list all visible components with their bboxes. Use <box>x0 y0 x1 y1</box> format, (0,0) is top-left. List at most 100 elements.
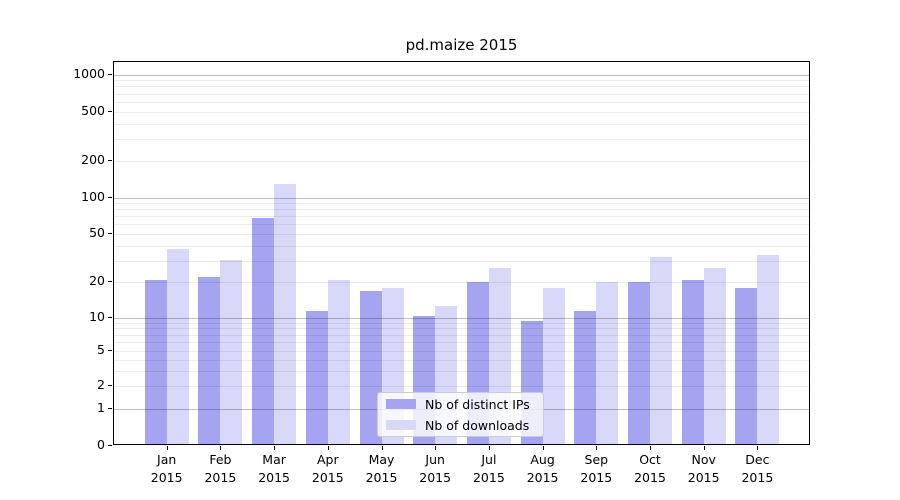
minor-gridline <box>114 80 809 82</box>
y-tick-label-500: 500 <box>81 102 105 118</box>
bar-downloads-dec <box>757 255 780 444</box>
minor-gridline <box>114 123 809 125</box>
minor-gridline <box>114 359 809 361</box>
legend-item-downloads: Nb of downloads <box>386 418 535 433</box>
y-tick-label-200: 200 <box>81 152 105 167</box>
x-tick-mark <box>166 446 168 450</box>
x-tick-mark <box>542 446 544 450</box>
y-tick-label-2: 2 <box>97 377 105 392</box>
minor-gridline <box>114 93 809 95</box>
y-tick-label-0: 0 <box>97 437 105 452</box>
y-tick-label-5: 5 <box>97 342 105 357</box>
y-tick-mark <box>108 280 112 282</box>
bar-ips-dec <box>735 288 758 444</box>
bar-ips-may <box>359 291 382 444</box>
minor-gridline <box>114 281 809 283</box>
bar-downloads-nov <box>703 268 726 444</box>
minor-gridline <box>114 328 809 330</box>
x-tick-mark <box>381 446 383 450</box>
minor-gridline <box>114 351 809 352</box>
y-tick-mark <box>108 385 112 386</box>
bar-downloads-jan <box>166 249 189 444</box>
plot-area <box>113 61 810 445</box>
y-tick-mark <box>108 408 112 409</box>
minor-gridline <box>114 322 809 324</box>
legend-label-distinct-ips: Nb of distinct IPs <box>425 396 530 412</box>
x-tick-label-dec: Dec 2015 <box>741 452 774 485</box>
y-tick-label-1000: 1000 <box>73 65 105 81</box>
minor-gridline <box>114 234 809 235</box>
bar-ips-oct <box>628 282 650 444</box>
x-tick-label-oct: Oct 2015 <box>634 452 666 485</box>
y-tick-label-50: 50 <box>89 225 105 240</box>
minor-gridline <box>114 370 809 372</box>
y-tick-label-1: 1 <box>97 400 105 415</box>
major-gridline-10 <box>114 317 809 319</box>
minor-gridline <box>114 342 809 344</box>
y-tick-mark <box>108 350 112 351</box>
y-tick-label-10: 10 <box>89 308 105 324</box>
bar-downloads-mar <box>274 183 297 444</box>
legend-swatch-downloads-icon <box>386 420 416 430</box>
x-tick-mark <box>327 446 329 450</box>
x-tick-mark <box>274 446 276 450</box>
x-tick-mark <box>757 446 759 450</box>
minor-gridline <box>114 111 809 113</box>
chart-title: pd.maize 2015 <box>405 36 518 54</box>
y-tick-label-20: 20 <box>89 272 105 288</box>
x-tick-label-feb: Feb 2015 <box>204 452 237 485</box>
x-tick-label-nov: Nov 2015 <box>687 452 720 485</box>
minor-gridline <box>114 224 809 226</box>
x-tick-mark <box>435 446 437 450</box>
legend-label-downloads: Nb of downloads <box>425 417 530 433</box>
minor-gridline <box>114 209 809 211</box>
x-tick-label-jan: Jan 2015 <box>150 452 183 485</box>
minor-gridline <box>114 216 809 218</box>
y-tick-mark <box>108 160 112 161</box>
x-tick-label-aug: Aug 2015 <box>526 452 559 485</box>
bar-ips-nov <box>681 279 704 444</box>
legend-swatch-distinct-ips-icon <box>386 399 416 409</box>
bar-downloads-sep <box>596 282 619 444</box>
x-tick-mark <box>703 446 705 450</box>
x-tick-label-mar: Mar 2015 <box>258 452 290 485</box>
minor-gridline <box>114 203 809 205</box>
bar-ips-mar <box>252 218 275 444</box>
chart-legend: Nb of distinct IPs Nb of downloads <box>377 392 544 437</box>
y-tick-mark <box>108 73 112 75</box>
x-tick-label-may: May 2015 <box>365 452 398 485</box>
minor-gridline <box>114 245 809 247</box>
bar-ips-sep <box>574 310 597 444</box>
x-tick-mark <box>650 446 651 450</box>
bar-downloads-apr <box>327 279 350 444</box>
minor-gridline <box>114 86 809 88</box>
bar-downloads-aug <box>542 288 565 444</box>
legend-item-distinct-ips: Nb of distinct IPs <box>386 397 535 412</box>
minor-gridline <box>114 139 809 141</box>
x-tick-label-sep: Sep 2015 <box>580 452 613 485</box>
bar-downloads-feb <box>220 260 243 444</box>
y-tick-mark <box>108 233 112 234</box>
y-tick-mark <box>108 316 112 318</box>
x-tick-label-jun: Jun 2015 <box>419 452 452 485</box>
y-tick-label-100: 100 <box>81 188 105 204</box>
x-tick-mark <box>488 446 490 450</box>
bar-ips-jan <box>144 279 167 444</box>
y-tick-mark <box>108 110 112 112</box>
major-gridline-100 <box>114 197 809 199</box>
bar-downloads-oct <box>650 256 672 444</box>
bar-ips-feb <box>198 277 221 444</box>
grid-layer <box>114 62 809 444</box>
minor-gridline <box>114 260 809 262</box>
x-tick-label-jul: Jul 2015 <box>472 452 505 485</box>
y-tick-mark <box>108 445 112 446</box>
minor-gridline <box>114 161 809 162</box>
y-tick-mark <box>108 196 112 198</box>
minor-gridline <box>114 386 809 387</box>
x-tick-mark <box>596 446 598 450</box>
minor-gridline <box>114 101 809 103</box>
x-tick-mark <box>220 446 222 450</box>
x-tick-label-apr: Apr 2015 <box>311 452 344 485</box>
major-gridline-1000 <box>114 74 809 76</box>
